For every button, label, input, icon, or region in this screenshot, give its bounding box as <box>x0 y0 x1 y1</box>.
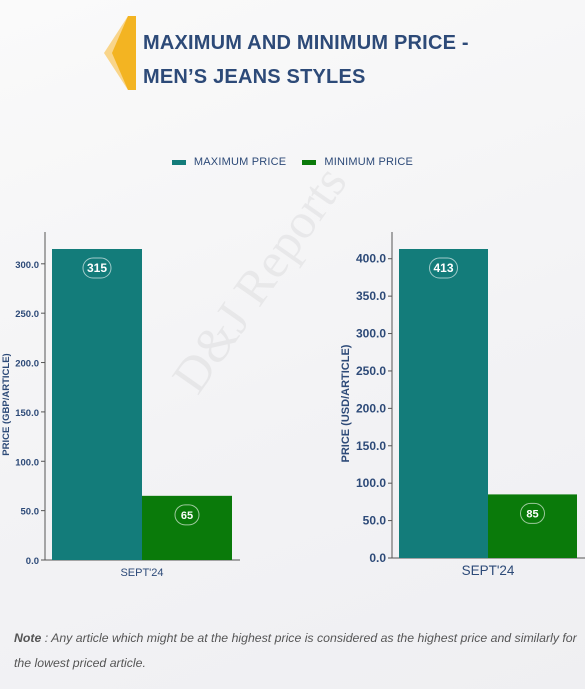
legend-swatch-min <box>302 159 317 165</box>
y-tick-label: 200.0 <box>356 401 386 415</box>
bar-charts: 0.0 50.0 100.0 150.0 200.0 250.0 300.0 PRICE (G… <box>1 232 585 579</box>
y-tick-label: 200.0 <box>15 359 39 370</box>
y-tick-label: 50.0 <box>363 514 387 528</box>
data-label-bubble <box>174 504 200 526</box>
page-title: MAXIMUM AND MINIMUM PRICE - MEN’S JEANS … <box>143 26 563 94</box>
y-tick-label: 250.0 <box>356 364 386 378</box>
legend-item-min: MINIMUM PRICE <box>302 156 413 168</box>
chart-legend: MAXIMUM PRICE MINIMUM PRICE <box>0 156 585 168</box>
x-tick-label: SEPT'24 <box>462 563 515 578</box>
title-line-2: MEN’S JEANS STYLES <box>143 66 366 88</box>
data-label: 413 <box>433 261 453 275</box>
bar-max <box>52 249 142 560</box>
y-tick-label: 350.0 <box>356 289 386 303</box>
y-tick-label: 300.0 <box>15 260 39 271</box>
y-tick-label: 100.0 <box>356 476 386 490</box>
footnote: Note : Any article which might be at the… <box>14 626 578 676</box>
y-tick-label: 150.0 <box>15 408 39 419</box>
data-label: 85 <box>526 508 538 520</box>
y-tick-label: 100.0 <box>15 457 39 468</box>
title-line-1: MAXIMUM AND MINIMUM PRICE - <box>143 32 469 54</box>
y-tick-label: 50.0 <box>21 507 40 518</box>
data-label: 65 <box>181 510 193 522</box>
legend-label-max: MAXIMUM PRICE <box>193 156 287 168</box>
footnote-label: Note <box>14 631 42 645</box>
x-tick-label: SEPT'24 <box>120 567 163 579</box>
data-label-bubble <box>82 257 112 279</box>
y-tick-label: 150.0 <box>356 439 386 453</box>
title-accent-chevron-icon <box>104 16 136 90</box>
y-tick-label: 300.0 <box>356 327 386 341</box>
y-tick-label: 250.0 <box>15 309 39 320</box>
data-label: 315 <box>87 261 107 275</box>
data-label-bubble <box>520 502 545 524</box>
legend-item-max: MAXIMUM PRICE <box>171 156 287 168</box>
footnote-text: : Any article which might be at the high… <box>14 631 577 670</box>
y-tick-label: 0.0 <box>369 551 386 565</box>
bar-max <box>399 249 488 558</box>
legend-swatch-max <box>171 159 186 165</box>
y-tick-label: 0.0 <box>26 556 39 567</box>
legend-label-min: MINIMUM PRICE <box>324 156 414 168</box>
y-axis-title: PRICE (USD/ARTICLE) <box>340 344 352 462</box>
y-axis-title: PRICE (GBP/ARTICLE) <box>1 353 12 455</box>
data-label-bubble <box>429 257 458 279</box>
y-tick-label: 400.0 <box>356 252 386 266</box>
